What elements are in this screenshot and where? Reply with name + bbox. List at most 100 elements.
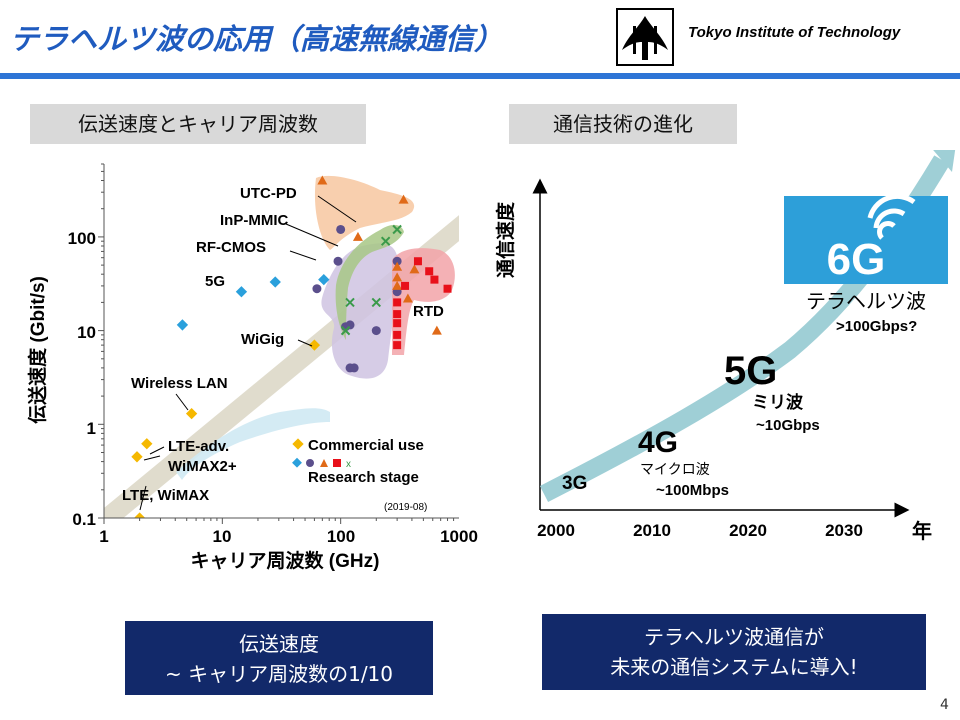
5g-label: 5G <box>205 273 225 290</box>
utc-pd-label: UTC-PD <box>240 185 297 202</box>
inp-mmic-point <box>345 297 355 308</box>
commercial-use-point <box>185 407 198 420</box>
utc-pd-point <box>392 261 403 271</box>
rf-cmos-point <box>312 284 322 294</box>
x-axis-title: キャリア周波数 (GHz) <box>191 549 380 572</box>
wireless-lan-label: Wireless LAN <box>131 375 228 392</box>
rf-cmos-region <box>321 243 398 379</box>
x-tick-label: 1 <box>99 527 108 546</box>
x-tick-label: 100 <box>327 527 355 546</box>
generation-evolution-chart: 6G 通信速度 2000 2010 2020 2030 年 3G 4G マイクロ… <box>494 150 956 543</box>
rtd-point <box>413 257 422 266</box>
y-tick-label: 100 <box>68 229 96 248</box>
utc-pd-region <box>314 175 415 250</box>
left-panel-label: 伝送速度とキャリア周波数 <box>30 104 366 144</box>
rf-cmos-point <box>371 326 381 336</box>
5g-point <box>235 286 248 298</box>
y-axis-title: 伝送速度 (Gbit/s) <box>26 276 49 424</box>
wimax2-label: WiMAX2+ <box>168 458 237 475</box>
inp-mmic-point <box>340 325 351 336</box>
lte-adv-label: LTE-adv. <box>168 438 229 455</box>
x-unit-label: 年 <box>912 519 932 543</box>
rtd-point <box>393 341 402 350</box>
utc-pd-point <box>392 272 403 282</box>
rf-cmos-point <box>333 256 343 266</box>
commercial-use-point <box>131 451 143 463</box>
rtd-label: RTD <box>413 303 444 320</box>
utc-pd-point <box>352 231 363 241</box>
6g-badge-label: 6G <box>827 235 886 284</box>
rtd-region <box>392 248 455 355</box>
svg-text:x: x <box>346 459 351 470</box>
frequency-rate-chart: 1 10 100 1000 0.1 1 10 100 キャリア周波数 (GHz)… <box>26 163 478 572</box>
utc-pd-point <box>402 293 413 303</box>
x-tick-label: 1000 <box>440 527 478 546</box>
x-tick-label: 2010 <box>633 521 671 540</box>
right-panel-label: 通信技術の進化 <box>509 104 737 144</box>
commercial-use-point <box>308 339 321 351</box>
utc-pd-point <box>409 264 420 274</box>
right-caption-line1: テラヘルツ波通信が <box>644 625 824 649</box>
rtd-point <box>425 267 434 276</box>
utc-pd-point <box>398 194 409 204</box>
x-tick-label: 10 <box>213 527 232 546</box>
wigig-label: WiGig <box>241 331 284 348</box>
4g-rate-label: ~100Mbps <box>656 482 729 499</box>
title-underline <box>0 73 960 79</box>
institution-name: Tokyo Institute of Technology <box>688 24 901 41</box>
y-tick-label: 0.1 <box>72 510 96 529</box>
right-caption-box: テラヘルツ波通信が 未来の通信システムに導入! <box>542 614 926 690</box>
6g-band-label: テラヘルツ波 <box>806 290 926 313</box>
inp-mmic-point <box>392 224 402 235</box>
rtd-point <box>443 284 452 293</box>
utc-pd-point <box>317 175 328 185</box>
right-caption-line2: 未来の通信システムに導入! <box>610 655 858 679</box>
left-caption-box: 伝送速度 ~ キャリア周波数の1/10 <box>125 621 433 695</box>
5g-region <box>176 408 330 480</box>
slide-title: テラヘルツ波の応用（高速無線通信） <box>10 22 504 56</box>
rtd-point <box>430 275 439 284</box>
5g-point <box>176 319 189 331</box>
legend-research-markers: x <box>292 457 351 470</box>
commercial-use-point <box>141 438 153 450</box>
rf-cmos-point <box>336 224 346 234</box>
rf-cmos-point <box>392 256 402 266</box>
rtd-point <box>393 298 402 307</box>
inp-mmic-label: InP-MMIC <box>220 212 288 229</box>
university-logo-icon <box>616 8 674 66</box>
5g-label: 5G <box>724 349 777 393</box>
legend-commercial-label: Commercial use <box>308 437 424 454</box>
page-number: 4 <box>940 697 949 713</box>
rtd-point <box>393 319 402 328</box>
x-tick-label: 2000 <box>537 521 575 540</box>
6g-rate-label: >100Gbps? <box>836 318 917 335</box>
rtd-point <box>393 330 402 339</box>
4g-label: 4G <box>638 426 678 459</box>
legend-commercial-marker <box>292 438 304 450</box>
inp-mmic-point <box>380 236 391 246</box>
y-tick-label: 1 <box>87 419 96 438</box>
pointer-arrows <box>139 195 357 511</box>
lte-wimax-label: LTE, WiMAX <box>122 487 209 504</box>
utc-pd-point <box>392 280 403 290</box>
utc-pd-point <box>431 325 442 335</box>
4g-band-label: マイクロ波 <box>640 461 710 477</box>
x-tick-label: 2030 <box>825 521 863 540</box>
rf-cmos-label: RF-CMOS <box>196 239 266 256</box>
y-tick-label: 10 <box>77 323 96 342</box>
5g-rate-label: ~10Gbps <box>756 417 820 434</box>
inp-mmic-point <box>371 297 381 308</box>
date-note: (2019-08) <box>384 502 427 513</box>
wireless-signal-icon <box>867 193 916 240</box>
left-caption-line2: ~ キャリア周波数の1/10 <box>164 662 394 686</box>
inp-mmic-region <box>335 224 404 340</box>
commercial-use-point <box>133 512 146 518</box>
x-tick-label: 2020 <box>729 521 767 540</box>
rtd-point <box>393 310 402 319</box>
5g-band-label: ミリ波 <box>752 392 804 412</box>
rtd-point <box>401 281 410 290</box>
rf-cmos-point <box>349 363 359 373</box>
y-axis-title: 通信速度 <box>494 201 517 278</box>
6g-badge <box>784 196 948 284</box>
left-caption-line1: 伝送速度 <box>239 632 319 656</box>
